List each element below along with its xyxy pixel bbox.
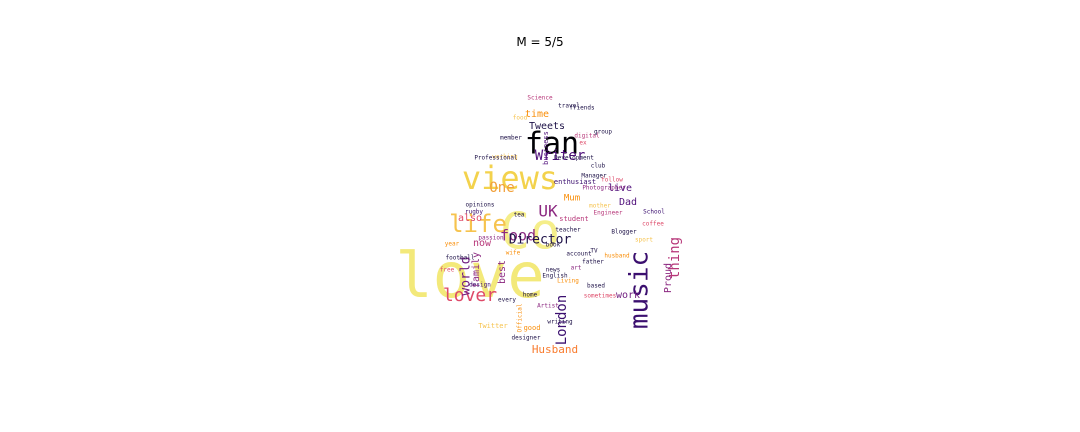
- cloud-word: business: [542, 131, 550, 165]
- cloud-word: also: [458, 213, 482, 224]
- cloud-word: sometimes: [584, 293, 617, 300]
- cloud-word: family: [471, 252, 482, 288]
- cloud-word: time: [525, 109, 549, 120]
- cloud-word: home: [523, 292, 538, 299]
- cloud-word: Official: [517, 303, 524, 332]
- cloud-word: club: [591, 163, 606, 170]
- cloud-word: member: [500, 135, 522, 142]
- cloud-word: student: [559, 215, 589, 223]
- cloud-word: Writer: [535, 148, 586, 164]
- cloud-word: tea: [514, 212, 525, 219]
- cloud-word: work: [616, 290, 640, 301]
- cloud-word: Twitter: [478, 322, 508, 330]
- cloud-word: group: [594, 129, 612, 136]
- cloud-word: father: [582, 259, 604, 266]
- cloud-word: Engineer: [594, 210, 623, 217]
- cloud-word: School: [643, 209, 665, 216]
- cloud-word: One: [489, 180, 514, 196]
- cloud-word: sport: [635, 237, 653, 244]
- cloud-word: Living: [557, 278, 579, 285]
- cloud-word: live: [608, 183, 632, 194]
- cloud-word: now: [473, 238, 492, 249]
- cloud-word: Tweets: [529, 121, 565, 132]
- cloud-word: lover: [443, 285, 497, 306]
- cloud-word: friends: [569, 105, 595, 112]
- cloud-word: working: [492, 154, 518, 161]
- cloud-word: love: [395, 239, 544, 312]
- cloud-word: Professional: [474, 155, 518, 162]
- cloud-word: designer: [512, 335, 541, 342]
- cloud-word: UK: [538, 202, 558, 221]
- cloud-word: food: [513, 115, 528, 122]
- cloud-word: year: [445, 241, 460, 248]
- cloud-word: views: [462, 159, 558, 197]
- cloud-word: travel: [558, 103, 580, 110]
- cloud-word: art: [571, 265, 582, 272]
- cloud-word: writing: [547, 319, 573, 326]
- cloud-word: Blogger: [611, 229, 637, 236]
- cloud-word: Husband: [532, 343, 578, 356]
- cloud-word: free: [440, 267, 455, 274]
- cloud-word: Proud: [663, 263, 674, 293]
- cloud-word: world: [459, 256, 474, 295]
- cloud-word: enthusiast: [554, 178, 596, 186]
- cloud-word: thing: [667, 237, 683, 279]
- cloud-word: book: [546, 242, 561, 249]
- cloud-word: rugby: [465, 209, 483, 216]
- cloud-word: teacher: [555, 227, 581, 234]
- cloud-word: account: [566, 251, 592, 258]
- cloud-word: news: [546, 267, 561, 274]
- cloud-word: Dad: [619, 197, 637, 208]
- cloud-word: Manager: [581, 173, 607, 180]
- cloud-word: English: [542, 273, 568, 280]
- cloud-word: Director: [509, 233, 572, 248]
- cloud-word: Science: [527, 95, 553, 102]
- cloud-word: fan: [525, 127, 579, 162]
- cloud-word: Development: [554, 155, 594, 162]
- cloud-word: Artist: [537, 303, 559, 310]
- cloud-word: life: [449, 210, 507, 238]
- cloud-word: based: [587, 283, 605, 290]
- cloud-word: mother: [589, 203, 611, 210]
- cloud-word: design: [469, 282, 491, 289]
- cloud-word: music: [625, 251, 655, 329]
- figure-title: M = 5/5: [516, 35, 564, 49]
- cloud-word: digital: [574, 133, 600, 140]
- cloud-word: Co: [500, 203, 560, 261]
- cloud-word: follow: [601, 177, 623, 184]
- cloud-word: football: [446, 255, 475, 262]
- cloud-word: every: [498, 297, 516, 304]
- cloud-word: Mum: [564, 194, 580, 204]
- cloud-word: passion: [478, 235, 504, 242]
- cloud-word: London: [554, 295, 570, 346]
- cloud-word: opinions: [466, 202, 495, 209]
- cloud-word: coffee: [642, 221, 664, 228]
- cloud-word: TV: [590, 248, 598, 255]
- cloud-word: Photographer: [582, 185, 626, 192]
- cloud-word: best: [497, 260, 508, 284]
- cloud-word: food: [500, 227, 536, 245]
- cloud-word: husband: [604, 253, 630, 260]
- cloud-word: good: [524, 324, 541, 332]
- cloud-word: wife: [506, 250, 521, 257]
- cloud-word: ex: [579, 140, 587, 147]
